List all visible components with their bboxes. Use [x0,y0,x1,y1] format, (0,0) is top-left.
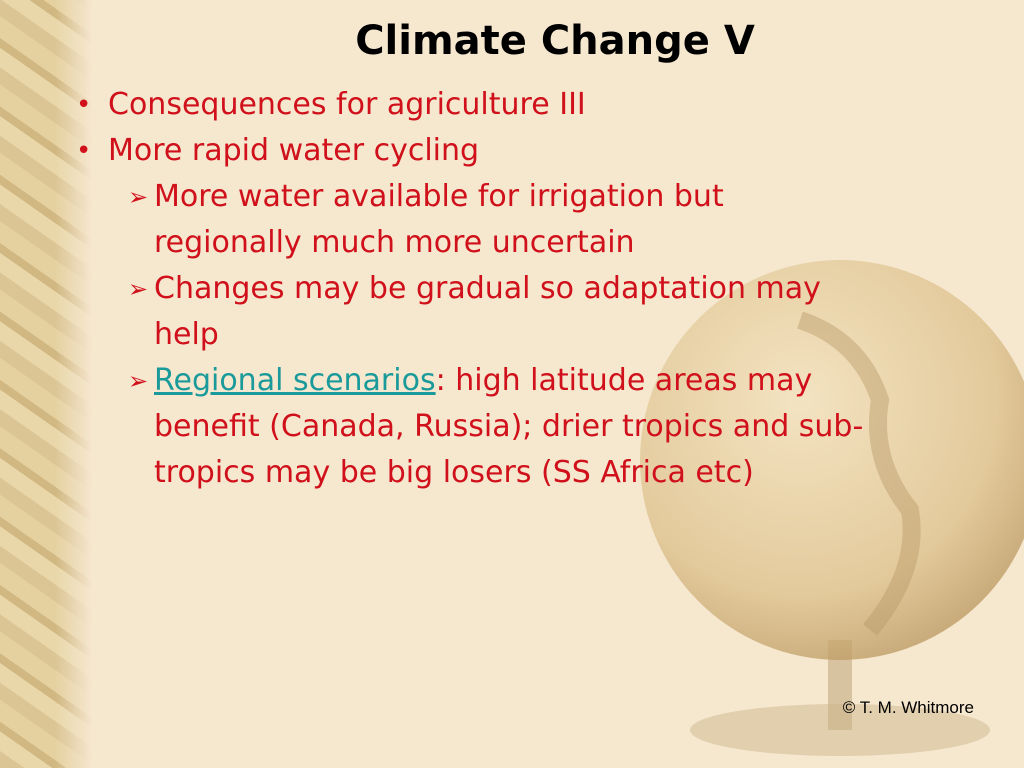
bullet: Consequences for agriculture III [72,82,972,128]
sub-bullet: Changes may be gradual so adaptation may… [72,266,874,358]
footer: © T. M. Whitmore [842,698,974,717]
content: Consequences for agriculture III More ra… [72,82,972,496]
link[interactable]: Regional scenarios [154,363,436,398]
slide-title: Climate Change V [355,18,755,64]
sub-bullet: More water available for irrigation but … [72,174,874,266]
sub-bullet-text: : high latitude areas may benefit (Canad… [154,363,864,490]
bullet: More rapid water cycling [72,128,972,174]
sub-bullet: Regional scenarios: high latitude areas … [72,358,874,496]
